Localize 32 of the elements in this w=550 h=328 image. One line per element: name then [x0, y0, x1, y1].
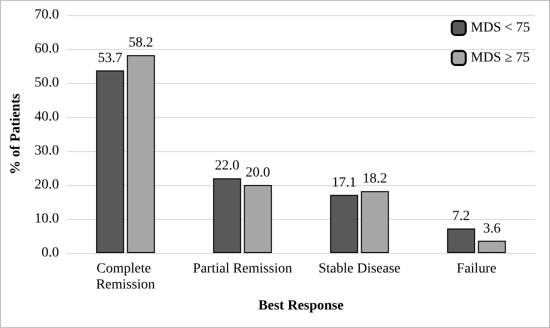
bar — [447, 228, 476, 253]
data-label: 22.0 — [214, 158, 240, 174]
bar — [213, 178, 242, 253]
y-tick-label: 0.0 — [42, 246, 59, 260]
data-label: 17.1 — [332, 175, 356, 190]
y-tick-label: 40.0 — [34, 110, 59, 124]
y-tick-label: 10.0 — [34, 212, 59, 226]
bar — [126, 55, 155, 253]
y-tick-label: 70.0 — [34, 8, 59, 22]
data-label: 7.2 — [452, 209, 470, 224]
y-axis-title: % of Patients — [8, 93, 24, 174]
legend-label: MDS < 75 — [470, 20, 530, 36]
bar — [360, 191, 389, 253]
bar — [330, 194, 358, 253]
y-tick-label: 50.0 — [34, 76, 59, 90]
x-axis-title: Best Response — [258, 298, 344, 314]
bar — [478, 240, 506, 253]
x-tick-label: Stable Disease — [318, 262, 401, 276]
data-label: 53.7 — [98, 50, 122, 66]
x-tick-label: Complete Remission — [96, 262, 156, 292]
y-tick-label: 60.0 — [34, 42, 59, 56]
bar — [244, 185, 272, 253]
y-tick-label: 30.0 — [34, 144, 59, 158]
x-tick-label: Partial Remission — [192, 262, 292, 276]
x-tick-label: Failure — [456, 262, 496, 276]
legend-label: MDS ≥ 75 — [470, 50, 530, 66]
y-tick-label: 20.0 — [34, 178, 59, 192]
data-label: 18.2 — [362, 172, 388, 187]
data-label: 58.2 — [128, 36, 154, 51]
data-label: 3.6 — [483, 221, 501, 236]
bar — [96, 70, 124, 253]
data-label: 20.0 — [246, 166, 270, 180]
